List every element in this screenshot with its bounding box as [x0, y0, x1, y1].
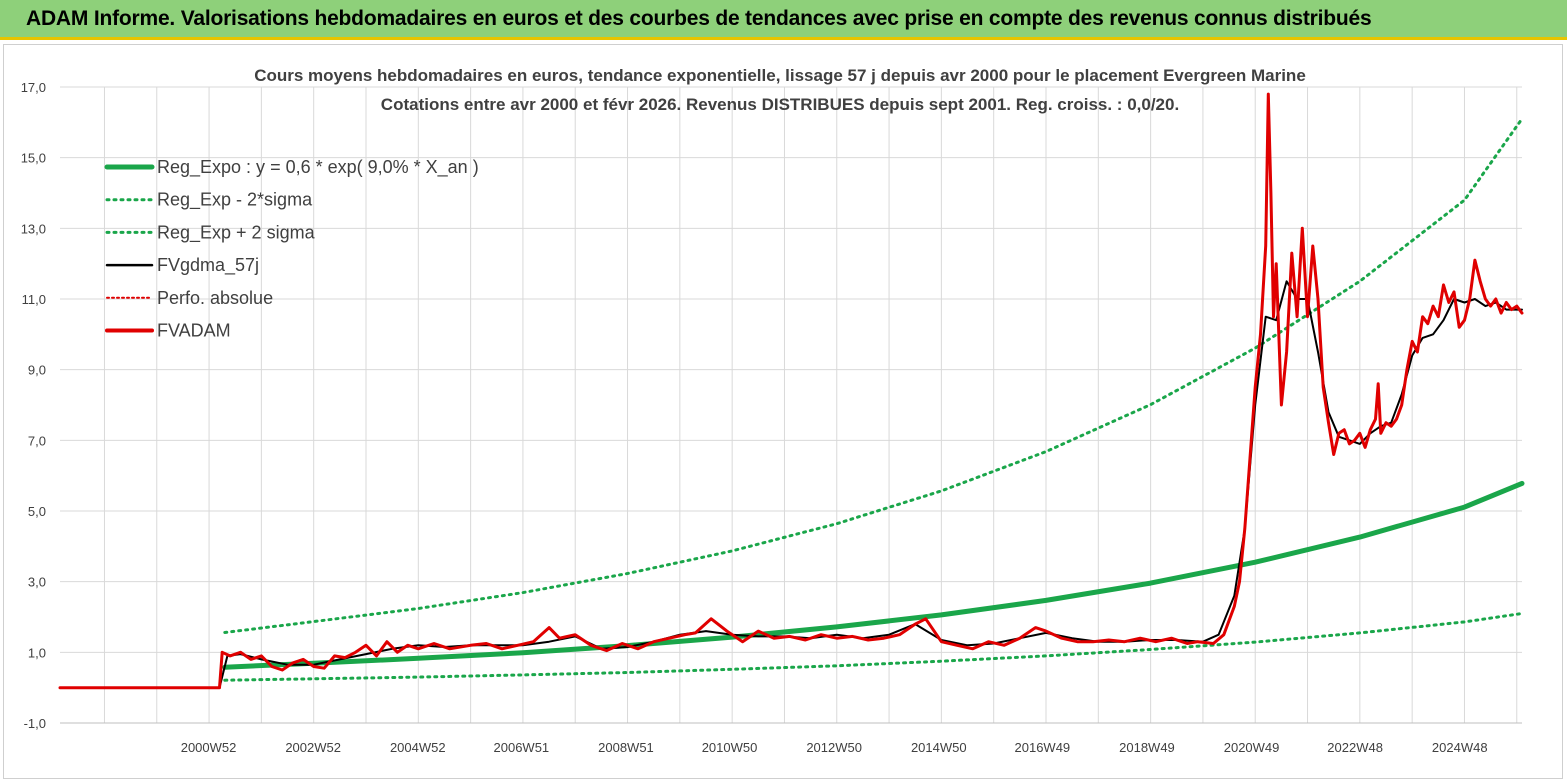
y-tick-label: 13,0 [21, 221, 46, 236]
fvadam-line [58, 92, 1524, 690]
legend-label: FVADAM [157, 321, 231, 341]
page-title: ADAM Informe. Valorisations hebdomadaire… [26, 7, 1372, 30]
y-tick-label: 1,0 [28, 645, 46, 660]
legend-label: FVgdma_57j [157, 255, 259, 276]
x-tick-label: 2018W49 [1119, 740, 1175, 755]
chart-frame [3, 44, 1563, 779]
x-tick-label: 2006W51 [494, 740, 550, 755]
banner: ADAM Informe. Valorisations hebdomadaire… [0, 0, 1567, 40]
chart-subtitle: Cotations entre avr 2000 et févr 2026. R… [381, 95, 1179, 114]
axes: -1,0 1,0 3,0 5,0 7,0 9,0 11,0 13,0 15,0 17,0 2000W… [21, 80, 1522, 755]
y-tick-label: 15,0 [21, 151, 46, 166]
y-tick-label: 5,0 [28, 504, 46, 519]
x-tick-label: 2000W52 [181, 740, 237, 755]
y-tick-label: 17,0 [21, 80, 46, 95]
series-layer [58, 92, 1525, 690]
x-tick-label: 2014W50 [911, 740, 967, 755]
x-tick-label: 2012W50 [806, 740, 862, 755]
grid [60, 86, 1522, 724]
reg-exp-plus-2sigma-line [223, 117, 1524, 634]
x-tick-label: 2022W48 [1327, 740, 1383, 755]
legend-label: Reg_Expo : y = 0,6 * exp( 9,0% * X_an ) [157, 157, 479, 178]
x-tick-label: 2016W49 [1015, 740, 1071, 755]
x-tick-label: 2004W52 [390, 740, 446, 755]
x-tick-label: 2002W52 [285, 740, 341, 755]
legend: Reg_Expo : y = 0,6 * exp( 9,0% * X_an ) R… [104, 157, 479, 341]
reg-expo-line [222, 480, 1525, 670]
x-tick-label: 2008W51 [598, 740, 654, 755]
x-tick-label: 2024W48 [1432, 740, 1488, 755]
x-tick-label: 2010W50 [702, 740, 758, 755]
y-tick-label: 9,0 [28, 363, 46, 378]
x-tick-label: 2020W49 [1224, 740, 1280, 755]
fvgdma-57j-line [59, 280, 1523, 689]
y-tick-label: 7,0 [28, 433, 46, 448]
legend-label: Reg_Exp - 2*sigma [157, 190, 313, 211]
y-tick-label: 11,0 [22, 292, 46, 307]
y-tick-label: -1,0 [24, 716, 46, 731]
reg-exp-minus-2sigma-line [223, 612, 1524, 682]
legend-label: Reg_Exp + 2 sigma [157, 222, 316, 243]
chart-title: Cours moyens hebdomadaires en euros, ten… [254, 66, 1306, 85]
y-tick-label: 3,0 [28, 575, 46, 590]
legend-label: Perfo. absolue [157, 288, 273, 308]
